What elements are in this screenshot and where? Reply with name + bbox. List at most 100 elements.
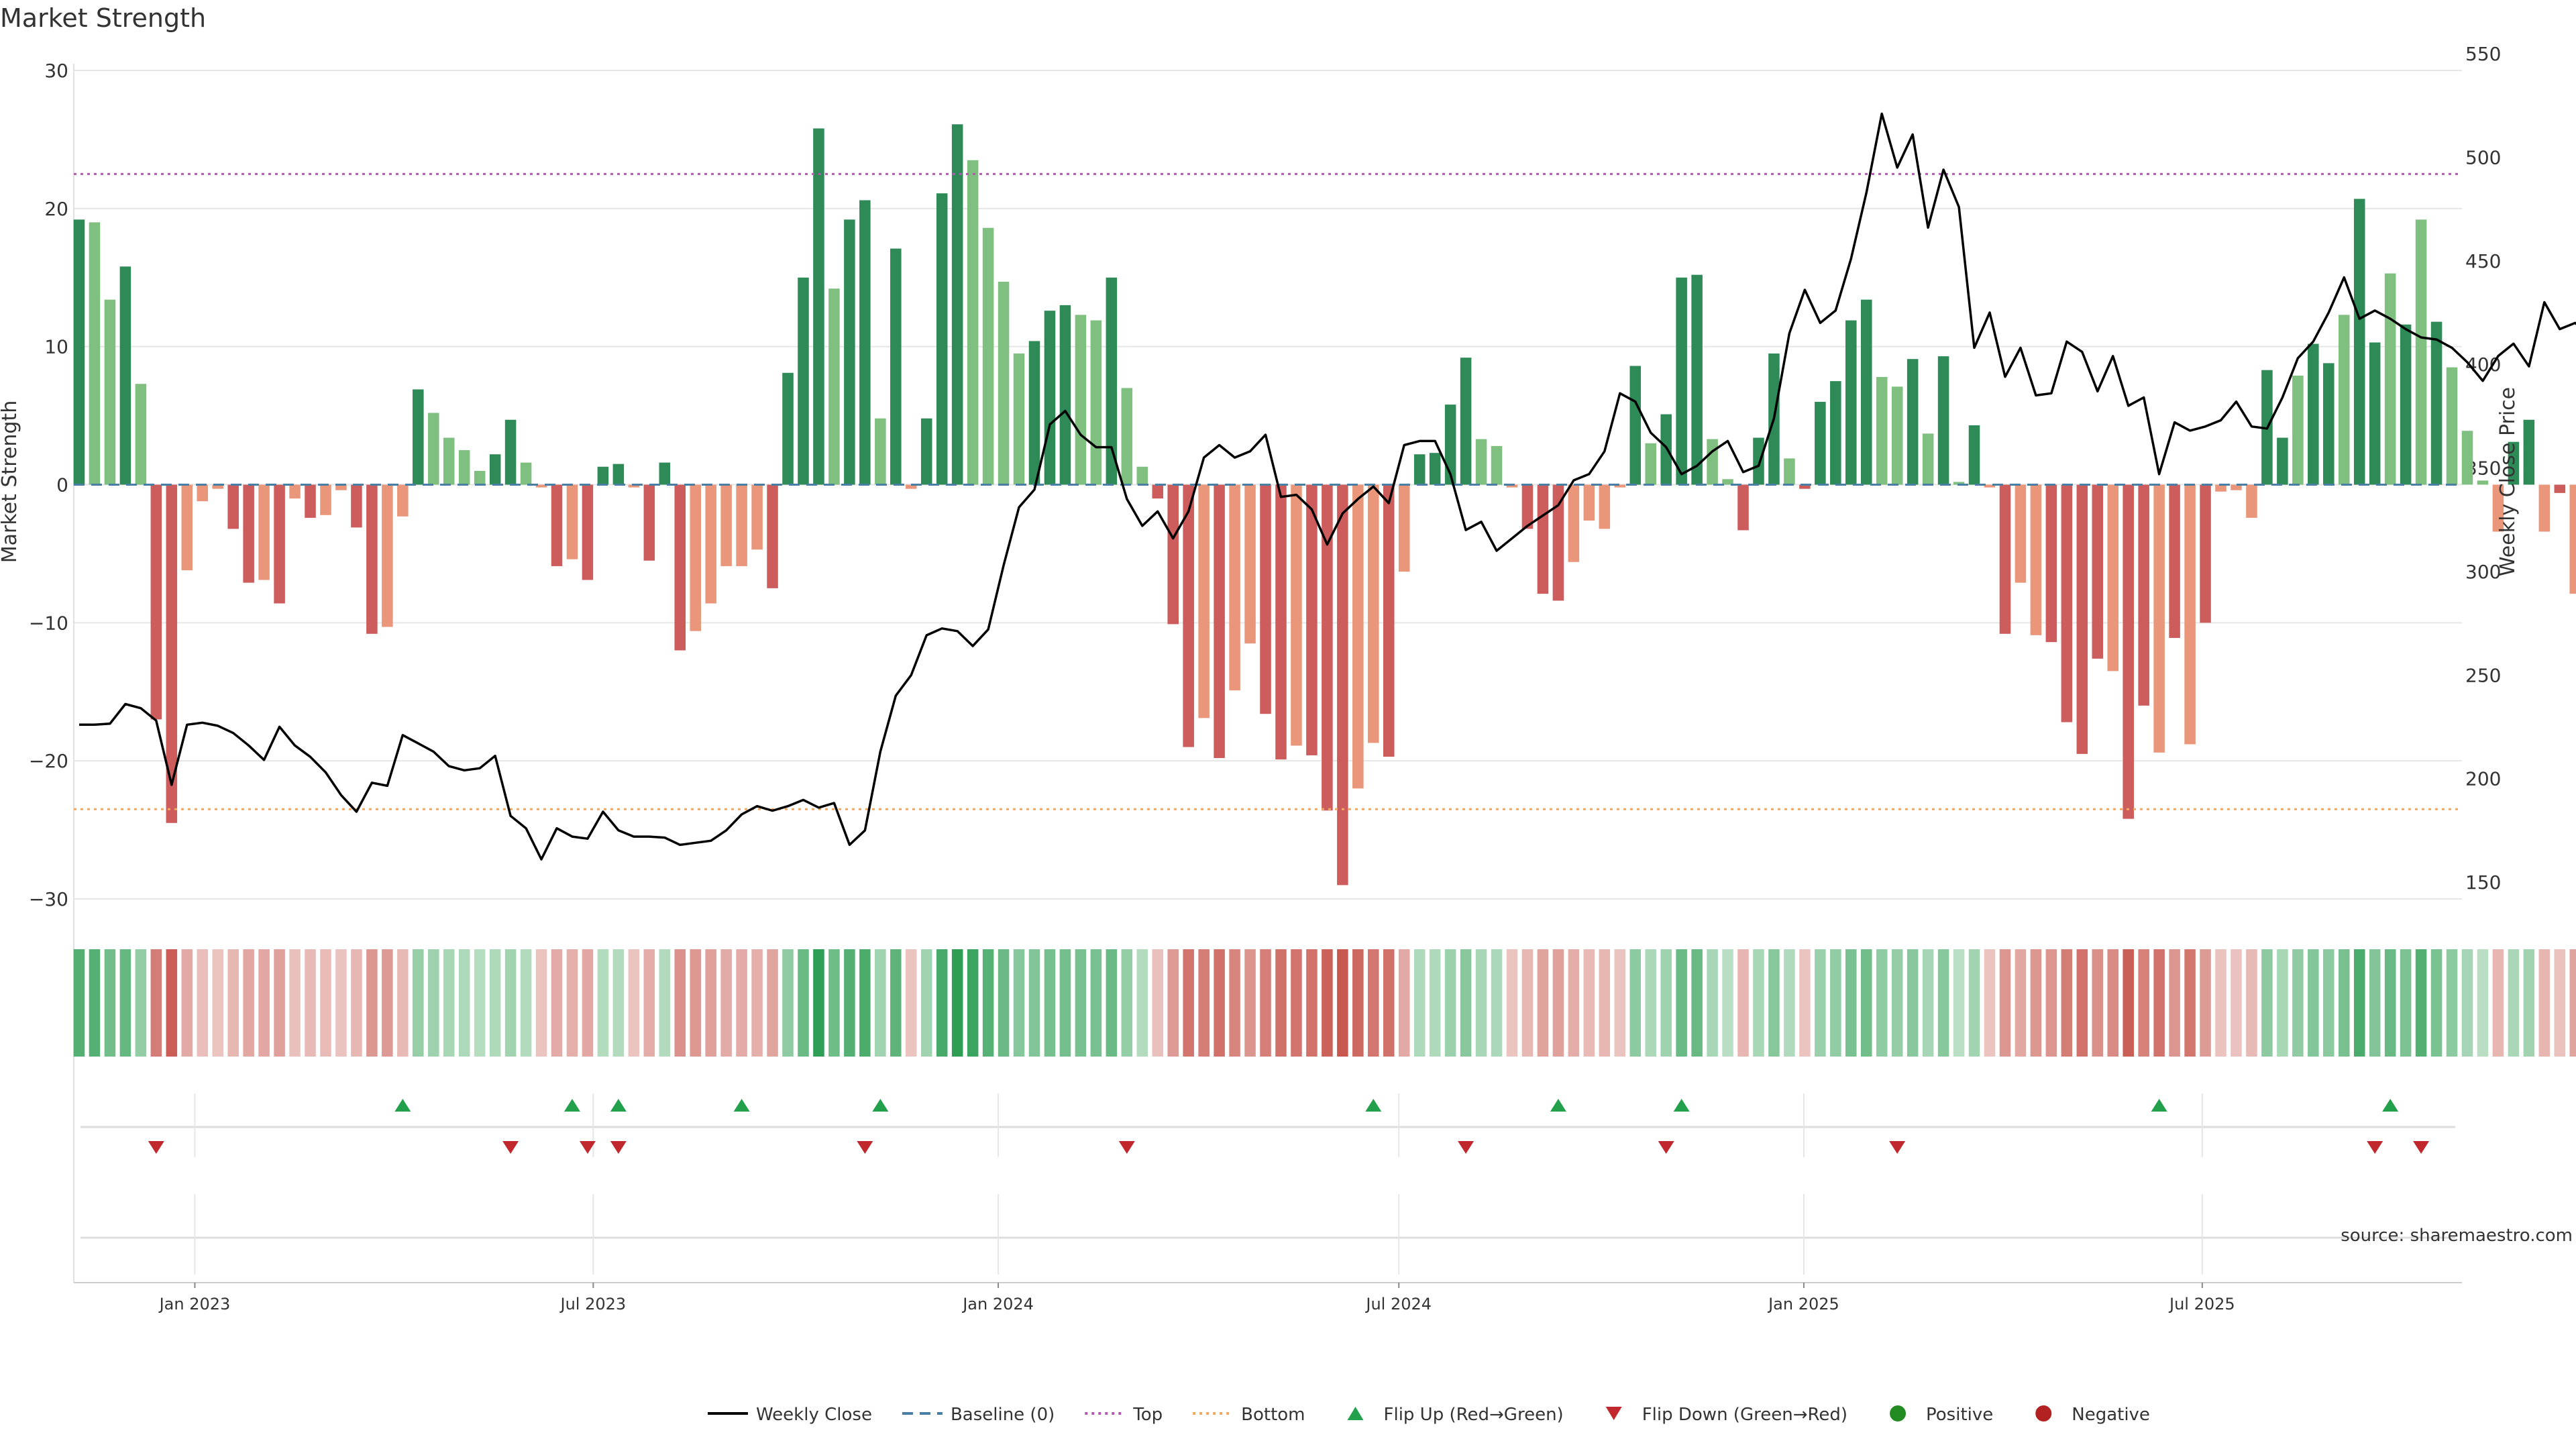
heat-cell bbox=[2308, 949, 2319, 1057]
heat-cell bbox=[382, 949, 393, 1057]
strength-bar bbox=[2107, 484, 2119, 672]
strength-bar bbox=[1429, 453, 1441, 485]
heat-cell bbox=[674, 949, 686, 1057]
legend-label: Positive bbox=[1926, 1405, 1993, 1425]
strength-bar bbox=[920, 418, 932, 485]
strength-bar bbox=[967, 160, 979, 485]
x-tick-label: Jan 2025 bbox=[1767, 1295, 1839, 1313]
legend-item: Flip Up (Red→Green) bbox=[1347, 1405, 1564, 1425]
strength-bar bbox=[104, 299, 116, 485]
strength-bar bbox=[305, 484, 316, 518]
heat-cell bbox=[2261, 949, 2273, 1057]
heat-cell bbox=[1352, 949, 1364, 1057]
heat-cell bbox=[967, 949, 979, 1057]
heat-cell bbox=[2415, 949, 2427, 1057]
legend-triangle-down-icon bbox=[1605, 1407, 1622, 1420]
strength-bar bbox=[2430, 321, 2443, 485]
heat-cell bbox=[1506, 949, 1518, 1057]
strength-bar bbox=[1059, 305, 1071, 485]
heat-cell bbox=[2061, 949, 2073, 1057]
strength-bar bbox=[535, 484, 547, 488]
legend-item: Flip Down (Green→Red) bbox=[1605, 1405, 1847, 1425]
strength-bar bbox=[2492, 484, 2504, 532]
heat-cell bbox=[227, 949, 239, 1057]
strength-bar bbox=[2508, 441, 2520, 485]
flip-up-marker bbox=[1673, 1099, 1690, 1112]
strength-bar bbox=[1999, 484, 2011, 634]
heat-cell bbox=[1090, 949, 1102, 1057]
heat-cell bbox=[1044, 949, 1056, 1057]
strength-bar bbox=[2477, 480, 2489, 485]
strength-bar bbox=[859, 200, 871, 485]
strength-bar bbox=[1676, 277, 1687, 485]
heat-cell bbox=[489, 949, 501, 1057]
heat-cell bbox=[798, 949, 809, 1057]
legend-label: Weekly Close bbox=[756, 1405, 872, 1425]
strength-bar bbox=[1106, 277, 1118, 485]
strength-bar bbox=[227, 484, 239, 529]
heat-cell bbox=[2446, 949, 2458, 1057]
heat-cell bbox=[119, 949, 131, 1057]
heat-cell bbox=[2554, 949, 2566, 1057]
heat-cell bbox=[875, 949, 886, 1057]
heat-cell bbox=[736, 949, 747, 1057]
weekly-close-series bbox=[79, 112, 2576, 861]
heat-cell bbox=[1830, 949, 1841, 1057]
legend-label: Bottom bbox=[1241, 1405, 1305, 1425]
heat-cell bbox=[258, 949, 270, 1057]
heat-cell bbox=[1398, 949, 1410, 1057]
strength-bar bbox=[1167, 484, 1179, 625]
strength-bar bbox=[2061, 484, 2073, 722]
heat-cell bbox=[1383, 949, 1395, 1057]
heat-cell bbox=[458, 949, 470, 1057]
strength-bar bbox=[443, 437, 455, 485]
strength-bar bbox=[982, 227, 994, 485]
heat-cell bbox=[1491, 949, 1503, 1057]
strength-bar bbox=[628, 484, 640, 488]
heat-cell bbox=[705, 949, 716, 1057]
strength-bar bbox=[2538, 484, 2551, 532]
strength-bar bbox=[2215, 484, 2226, 492]
strength-bar bbox=[1984, 484, 1996, 488]
strength-bar bbox=[1475, 439, 1487, 485]
heat-cell bbox=[2492, 949, 2504, 1057]
heat-cell bbox=[751, 949, 763, 1057]
strength-bar bbox=[2138, 484, 2149, 706]
x-tick-label: Jan 2023 bbox=[158, 1295, 231, 1313]
legend-label: Flip Down (Green→Red) bbox=[1642, 1405, 1847, 1425]
heat-cell bbox=[1413, 949, 1426, 1057]
heat-cell bbox=[1028, 949, 1040, 1057]
heat-cell bbox=[1984, 949, 1996, 1057]
strength-bar bbox=[1845, 320, 1857, 485]
strength-bar bbox=[119, 266, 131, 485]
strength-bar bbox=[674, 484, 686, 651]
strength-bar bbox=[458, 450, 470, 485]
strength-bar bbox=[2292, 375, 2304, 485]
heat-cell bbox=[443, 949, 455, 1057]
heat-cell bbox=[951, 949, 963, 1057]
strength-bar bbox=[1953, 482, 1965, 485]
heat-cell bbox=[690, 949, 701, 1057]
strength-bar bbox=[1291, 484, 1302, 746]
heat-cell bbox=[2353, 949, 2365, 1057]
strength-bar bbox=[504, 419, 517, 485]
heat-cell bbox=[351, 949, 362, 1057]
heat-cell bbox=[1907, 949, 1919, 1057]
strength-bar bbox=[1583, 484, 1595, 521]
flip-up-marker bbox=[610, 1099, 627, 1112]
heat-cell bbox=[936, 949, 948, 1057]
heat-cell bbox=[135, 949, 147, 1057]
legend-item: Weekly Close bbox=[708, 1405, 872, 1425]
right-tick-label: 250 bbox=[2465, 664, 2501, 686]
heat-cell bbox=[1799, 949, 1811, 1057]
strength-bar bbox=[1568, 484, 1580, 562]
heat-cell bbox=[828, 949, 840, 1057]
strength-bar bbox=[258, 484, 270, 580]
heat-cell bbox=[1013, 949, 1025, 1057]
heat-cell bbox=[2123, 949, 2134, 1057]
strength-bar bbox=[1352, 484, 1364, 789]
heat-cell bbox=[1429, 949, 1441, 1057]
left-tick-label: −10 bbox=[29, 612, 68, 634]
heat-cell bbox=[767, 949, 778, 1057]
